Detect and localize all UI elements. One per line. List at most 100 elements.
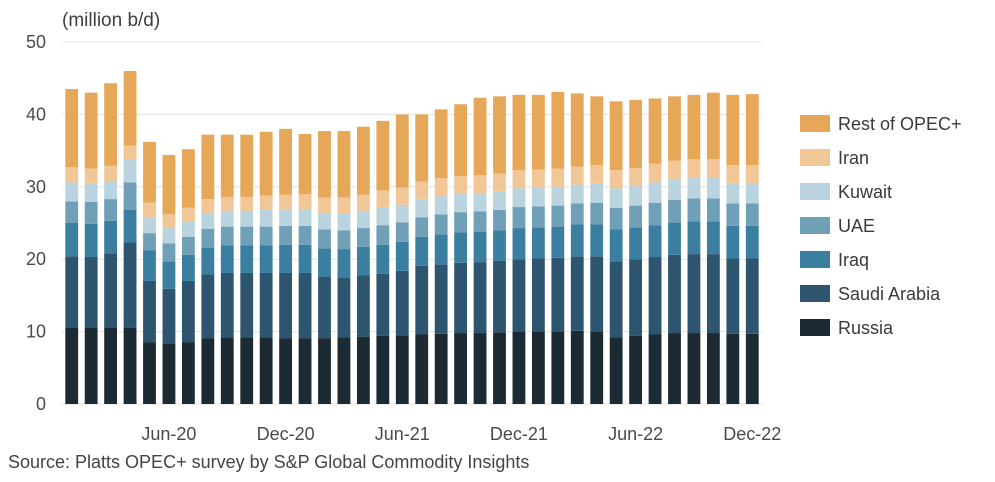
bar-segment bbox=[356, 194, 370, 212]
bar-segment bbox=[356, 126, 370, 195]
bar-segment bbox=[201, 212, 215, 229]
bar-segment bbox=[220, 134, 234, 197]
bar-segment bbox=[318, 276, 331, 339]
bar-segment bbox=[84, 92, 98, 169]
bar-segment bbox=[104, 199, 118, 221]
bar-segment bbox=[415, 181, 429, 200]
bar-segment bbox=[123, 145, 137, 161]
bar-segment bbox=[395, 114, 409, 188]
bar-segment bbox=[376, 244, 390, 274]
bar-segment bbox=[104, 165, 118, 181]
bar-segment bbox=[123, 70, 137, 146]
bar-segment bbox=[668, 333, 681, 404]
bar-segment bbox=[337, 249, 351, 278]
bar-segment bbox=[726, 258, 740, 334]
bar-segment bbox=[668, 199, 681, 223]
bar-segment bbox=[473, 175, 487, 194]
bar-segment bbox=[570, 256, 584, 331]
bar-segment bbox=[240, 210, 254, 227]
bar-segment bbox=[84, 223, 98, 258]
unit-label: (million b/d) bbox=[62, 10, 160, 31]
bar-segment bbox=[512, 228, 526, 260]
bar-segment bbox=[609, 261, 623, 338]
bar-segment bbox=[395, 222, 409, 242]
bar-segment bbox=[629, 99, 643, 168]
bar-segment bbox=[551, 257, 565, 332]
bar-segment bbox=[415, 265, 429, 335]
bar-segment bbox=[201, 228, 215, 248]
bar-segment bbox=[143, 280, 156, 343]
bar-segment bbox=[162, 288, 176, 344]
bar-segment bbox=[531, 227, 545, 259]
bar-segment bbox=[376, 190, 390, 208]
bar-segment bbox=[512, 331, 526, 404]
bar-segment bbox=[473, 231, 487, 263]
bar-segment bbox=[493, 191, 506, 210]
bar-segment bbox=[551, 186, 565, 206]
bar-segment bbox=[745, 183, 759, 204]
bar-segment bbox=[318, 212, 331, 230]
bar-segment bbox=[629, 227, 643, 260]
bar-segment bbox=[512, 259, 526, 332]
bar-segment bbox=[240, 196, 254, 211]
bar-segment bbox=[551, 91, 565, 169]
bar-segment bbox=[143, 233, 156, 251]
bar-segment bbox=[356, 275, 370, 337]
y-tick-label: 0 bbox=[36, 394, 46, 414]
legend-swatch bbox=[800, 251, 830, 268]
y-tick-label: 40 bbox=[26, 104, 46, 124]
legend-swatch bbox=[800, 217, 830, 234]
legend-label: Kuwait bbox=[838, 182, 892, 202]
bar-segment bbox=[84, 183, 98, 202]
bar-segment bbox=[318, 197, 331, 213]
bar-segment bbox=[395, 187, 409, 205]
bar-segment bbox=[687, 159, 701, 179]
bar-segment bbox=[123, 327, 137, 404]
bar-segment bbox=[376, 207, 390, 226]
bar-segment bbox=[240, 134, 254, 197]
bar-segment bbox=[201, 134, 215, 200]
bar-segment bbox=[512, 170, 526, 189]
bar-segment bbox=[259, 209, 273, 227]
bar-segment bbox=[609, 170, 623, 189]
bar-segment bbox=[415, 217, 429, 237]
bar-segment bbox=[143, 217, 156, 234]
bar-segment bbox=[104, 83, 118, 166]
bar-segment bbox=[454, 194, 468, 213]
x-axis: Jun-20 Dec-20 Jun-21 Dec-21 Jun-22 Dec-22 bbox=[141, 424, 781, 444]
bar-segment bbox=[570, 93, 584, 167]
bar-segment bbox=[570, 224, 584, 257]
bar-segment bbox=[318, 131, 331, 198]
bar-segment bbox=[220, 226, 234, 246]
bar-segment bbox=[123, 242, 137, 328]
bar-segment bbox=[181, 280, 195, 343]
bar-segment bbox=[279, 272, 293, 339]
bar-segment bbox=[318, 338, 331, 404]
bar-segment bbox=[434, 109, 448, 179]
bar-segment bbox=[162, 343, 176, 404]
bar-segment bbox=[512, 188, 526, 208]
bar-segment bbox=[648, 163, 662, 183]
bar-segment bbox=[240, 337, 254, 404]
bar-segment bbox=[318, 248, 331, 277]
bar-segment bbox=[123, 209, 137, 243]
bar-segment bbox=[493, 260, 506, 333]
bar-segment bbox=[590, 331, 604, 404]
legend-swatch bbox=[800, 285, 830, 302]
bar-segment bbox=[648, 182, 662, 203]
bar-segment bbox=[259, 195, 273, 210]
bar-segment bbox=[648, 202, 662, 226]
bar-segment bbox=[706, 254, 720, 334]
bar-segment bbox=[473, 193, 487, 212]
bar-segment bbox=[395, 241, 409, 271]
bar-segment bbox=[531, 94, 545, 170]
bar-segment bbox=[298, 244, 312, 273]
bar-segment bbox=[123, 182, 137, 210]
y-tick-label: 10 bbox=[26, 322, 46, 342]
legend-swatch bbox=[800, 149, 830, 166]
bar-segment bbox=[337, 213, 351, 231]
bar-segment bbox=[65, 223, 79, 257]
bar-segment bbox=[629, 186, 643, 206]
bar-segment bbox=[65, 182, 79, 202]
